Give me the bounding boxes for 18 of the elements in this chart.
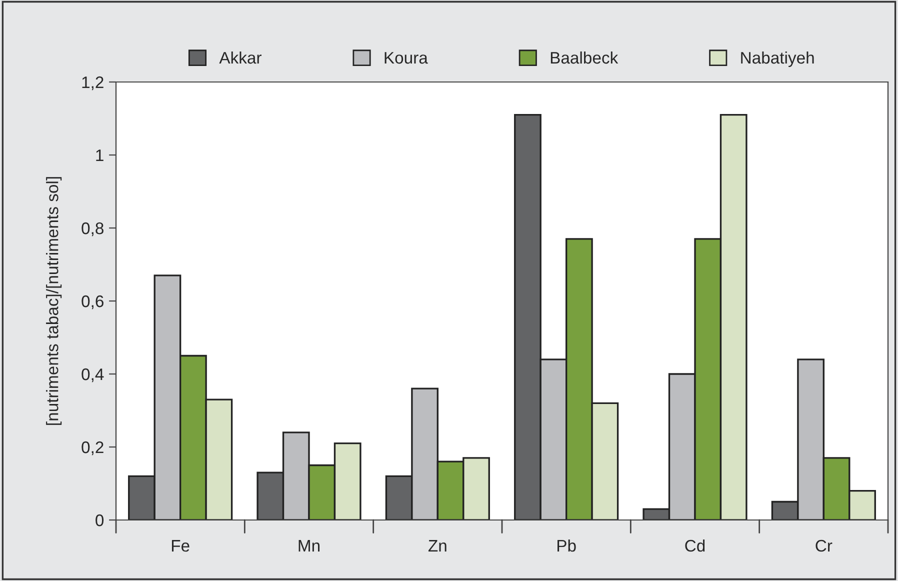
x-tick-label: Cr bbox=[816, 540, 832, 552]
x-tick-label: Cd bbox=[685, 539, 705, 552]
legend-label: Nabatiyeh bbox=[741, 51, 814, 67]
y-tick-label: 0,4 bbox=[82, 368, 104, 382]
legend-label: Baalbeck bbox=[550, 51, 618, 64]
legend-label: Koura bbox=[384, 52, 428, 64]
legend-label: Akkar bbox=[219, 51, 262, 64]
y-tick-label: 0 bbox=[96, 514, 104, 526]
x-tick-label: Mn bbox=[298, 540, 320, 552]
x-tick-label: Fe bbox=[172, 540, 190, 552]
y-axis-title: [nutriments tabac]/[nutriments sol] bbox=[46, 177, 62, 425]
x-tick-label: Pb bbox=[558, 539, 576, 552]
x-tick-label: Zn bbox=[428, 540, 446, 552]
y-tick-label: 0,8 bbox=[82, 222, 104, 236]
y-tick-label: 1,2 bbox=[82, 76, 104, 90]
y-tick-label: 0,2 bbox=[82, 441, 104, 456]
y-tick-label: 0,6 bbox=[82, 295, 104, 310]
y-tick-label: 1 bbox=[96, 150, 104, 162]
